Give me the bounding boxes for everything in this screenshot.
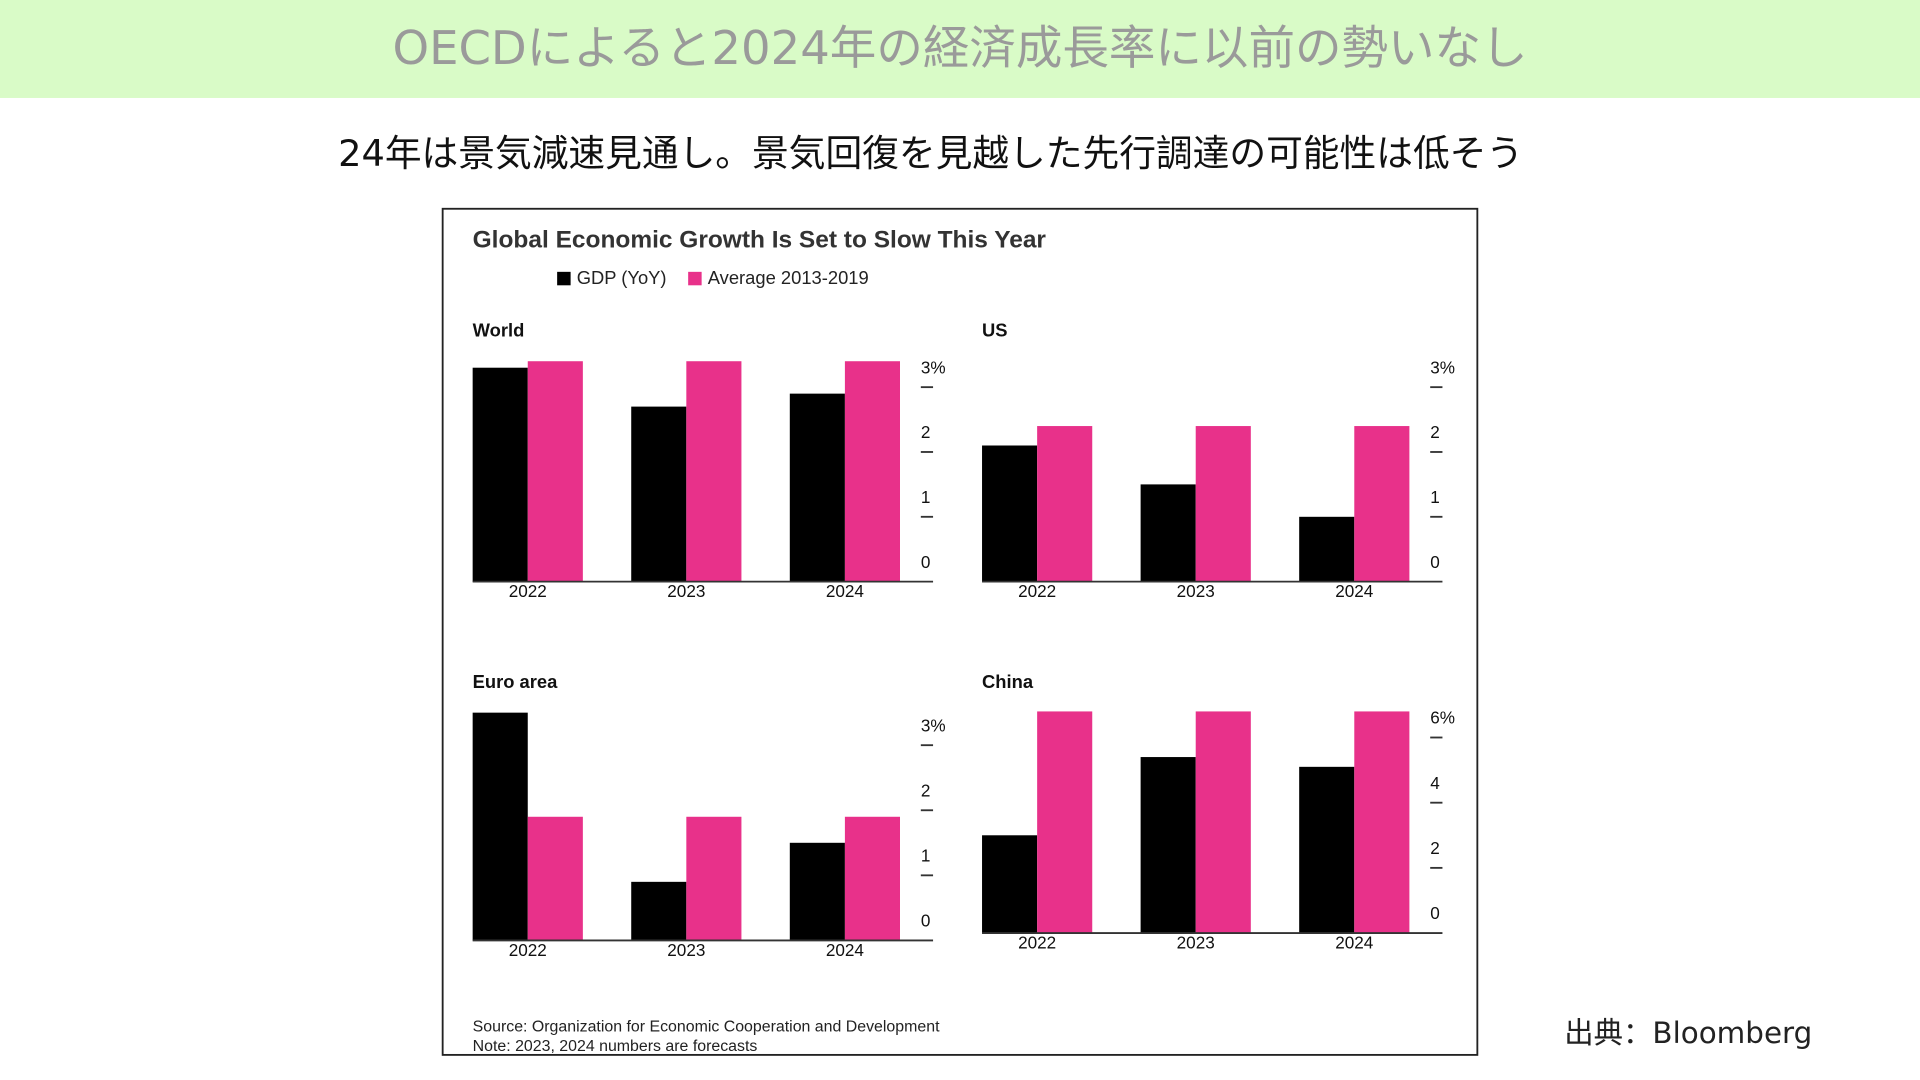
y-tick-label: 2	[1430, 422, 1440, 442]
chart-title: Global Economic Growth Is Set to Slow Th…	[473, 227, 1047, 254]
bar	[472, 367, 528, 582]
bar	[1037, 426, 1093, 582]
bar	[472, 712, 528, 941]
bar	[1195, 426, 1251, 582]
bar	[686, 361, 742, 582]
bar	[1140, 484, 1196, 582]
bar	[844, 361, 900, 582]
header: OECDによると2024年の経済成長率に以前の勢いなし	[392, 21, 1527, 75]
y-tick-label: 1	[921, 487, 931, 507]
bar	[1037, 711, 1093, 934]
header-band	[0, 0, 1920, 98]
x-tick-label: 2022	[1018, 933, 1056, 953]
y-tick-label: 2	[921, 422, 931, 442]
legend-swatch	[557, 271, 571, 286]
x-tick-label: 2022	[1018, 581, 1056, 601]
bar	[789, 393, 845, 582]
bar	[1140, 757, 1196, 934]
y-tick-label: 3%	[1430, 357, 1455, 377]
y-tick-label: 0	[921, 552, 931, 572]
bar	[527, 816, 583, 941]
y-tick-label: 2	[921, 780, 931, 800]
legend-swatch	[688, 271, 702, 286]
y-tick-label: 3%	[921, 357, 946, 377]
y-tick-label: 0	[921, 911, 931, 931]
x-tick-label: 2024	[826, 940, 865, 960]
bar	[1354, 426, 1410, 582]
y-tick-label: 1	[921, 845, 931, 865]
panel-title: China	[982, 671, 1034, 692]
legend-label: GDP (YoY)	[577, 267, 667, 288]
x-tick-label: 2024	[1335, 581, 1374, 601]
panel-title: Euro area	[473, 671, 558, 692]
bar	[1195, 711, 1251, 934]
y-tick-label: 3%	[921, 715, 946, 735]
panel-title: US	[982, 320, 1008, 341]
bar	[631, 881, 687, 941]
panel-title: World	[473, 320, 525, 341]
x-tick-label: 2024	[1335, 933, 1374, 953]
source: Source: Organization for Economic Cooper…	[473, 1019, 940, 1036]
bar	[686, 816, 742, 941]
bar	[982, 445, 1038, 582]
y-tick-label: 2	[1430, 838, 1440, 858]
y-tick-label: 4	[1430, 773, 1440, 793]
bar	[1299, 766, 1355, 934]
x-tick-label: 2023	[1177, 933, 1215, 953]
y-tick-label: 1	[1430, 487, 1440, 507]
x-tick-label: 2024	[826, 581, 865, 601]
bar	[631, 406, 687, 582]
x-tick-label: 2023	[1177, 581, 1215, 601]
bar	[844, 816, 900, 941]
credit: 出典：Bloomberg	[1564, 1016, 1812, 1050]
subtitle: 24年は景気減速見通し。景気回復を見越した先行調達の可能性は低そう	[338, 132, 1523, 175]
x-tick-label: 2023	[667, 940, 705, 960]
bar	[1299, 516, 1355, 582]
bar	[982, 835, 1038, 934]
bar	[527, 361, 583, 582]
x-tick-label: 2022	[509, 940, 547, 960]
note: Note: 2023, 2024 numbers are forecasts	[473, 1038, 758, 1055]
x-tick-label: 2023	[667, 581, 705, 601]
y-tick-label: 0	[1430, 552, 1440, 572]
bar	[1354, 711, 1410, 934]
x-tick-label: 2022	[509, 581, 547, 601]
y-tick-label: 6%	[1430, 708, 1455, 728]
legend-label: Average 2013-2019	[708, 267, 869, 288]
y-tick-label: 0	[1430, 903, 1440, 923]
bar	[789, 842, 845, 941]
